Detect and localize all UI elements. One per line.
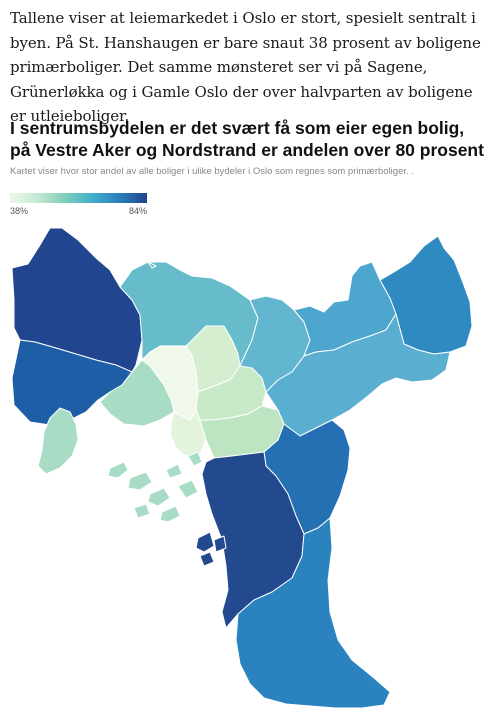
map-subtitle: Kartet viser hvor stor andel av alle bol… [10,166,414,177]
island-3 [147,487,171,507]
legend-gradient-bar [10,193,147,203]
district-frogner-bygdoy[interactable] [37,407,79,475]
island-11 [213,535,227,553]
island-4 [159,505,181,523]
intro-paragraph: Tallene viser at leiemarkedet i Oslo er … [10,9,481,125]
island-10 [199,551,215,567]
island-8 [165,463,183,479]
color-legend: 38% 84% [10,193,147,218]
district-sentrum[interactable] [169,409,207,457]
island-6 [177,479,199,499]
district-sondre-nordstrand[interactable] [235,517,391,709]
island-7 [187,451,203,467]
district-nordre-aker[interactable] [119,261,259,367]
map-title: I sentrumsbydelen er det svært få som ei… [10,118,484,160]
oslo-district-map [11,227,473,709]
legend-min-label: 38% [10,206,29,216]
island-1 [107,461,129,479]
legend-labels: 38% 84% [10,206,147,218]
district-marka[interactable] [147,261,157,269]
island-5 [133,503,151,519]
island-2 [127,471,153,491]
legend-max-label: 84% [128,206,147,216]
island-9 [195,531,215,553]
